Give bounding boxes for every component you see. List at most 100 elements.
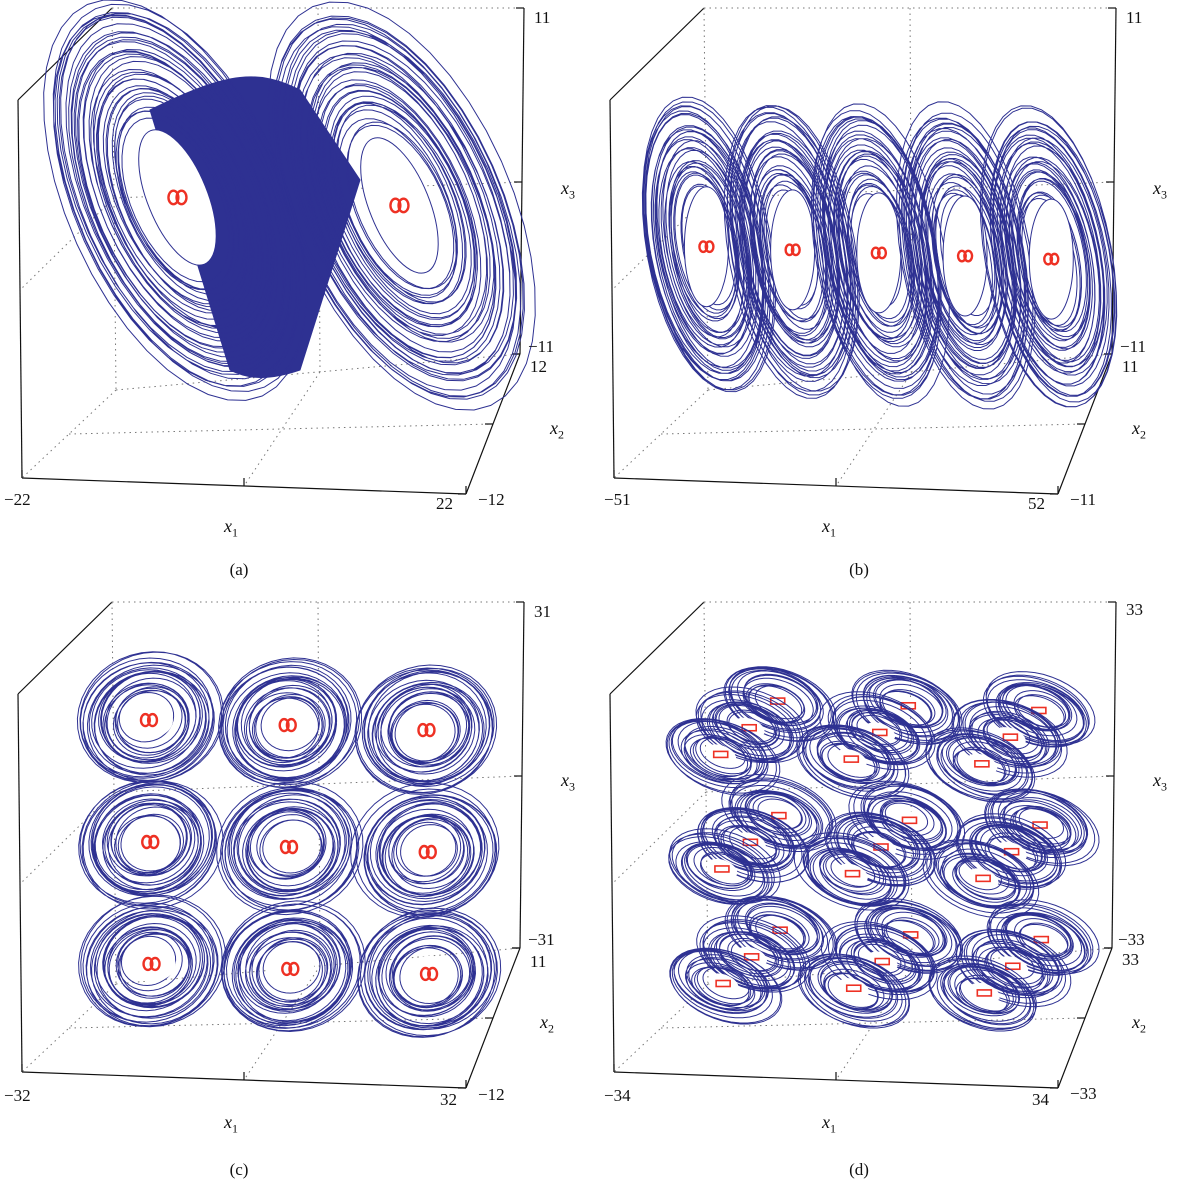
equilibrium-marker [698,240,709,254]
axis-edge [609,693,615,1073]
x1-tick-max: 52 [1028,494,1045,513]
axis-edge [609,99,615,479]
attractor [43,0,536,411]
panel-caption: (c) [229,1160,249,1179]
equilibrium-marker [963,249,974,263]
attractor-scroll [669,947,783,1025]
attractor-scroll [984,788,1100,867]
grid-line [113,775,523,793]
x2-axis-label: x2 [1132,418,1146,442]
x1-tick-min: −34 [604,1086,631,1105]
attractor-hole [707,973,739,994]
equilibrium-marker [146,712,159,728]
attractor-scroll [78,779,224,910]
axis-edge [17,99,23,479]
x3-axis-label: x3 [561,178,575,202]
x2-tick-min: −33 [1070,1084,1097,1103]
attractor-scroll [723,105,860,399]
equilibrium-marker [956,249,967,263]
attractor-scroll [216,781,364,916]
x3-tick-min: −11 [528,337,554,356]
attractor-hole [835,749,867,770]
panel-caption: (a) [229,560,249,579]
panel-caption: (d) [849,1160,869,1179]
grid-line [317,601,321,967]
x1-tick-min: −32 [4,1086,31,1105]
attractor-scroll [810,103,950,407]
x1-axis-label: x1 [822,516,836,540]
equilibrium-marker [288,961,300,977]
equilibrium-marker [975,874,991,883]
equilibrium-marker [844,869,861,878]
equilibrium-marker [175,189,188,206]
equilibrium-marker [419,966,432,982]
equilibrium-marker [976,989,993,997]
x3-axis-label: x3 [561,770,575,794]
x3-axis-line [1111,601,1117,949]
equilibrium-marker [1002,733,1019,741]
grid-line [68,423,494,435]
attractor-scroll [220,900,366,1033]
plot-c [17,601,525,1089]
equilibrium-marker [845,984,862,993]
x3-tick-min: −33 [1118,930,1145,949]
grid-line [243,965,321,1081]
axis-edge [17,7,113,101]
equilibrium-marker [141,834,153,850]
x3-tick-max: 11 [1126,8,1143,27]
attractor-scroll [696,915,811,993]
equilibrium-marker [874,957,891,966]
attractor-scroll [43,0,308,401]
panel-caption: (b) [849,560,869,579]
equilibrium-marker [704,240,715,254]
attractor-hole [706,858,738,880]
attractor-hole [966,753,998,774]
attractor-scroll [925,727,1036,803]
x1-axis-label: x1 [224,516,238,540]
attractor-hole [838,978,870,999]
x2-tick-min: −12 [478,490,505,509]
attractor [665,666,1100,1032]
attractor-hole [894,810,925,831]
attractor-scroll [724,895,838,971]
x2-tick-min: −11 [1070,490,1096,509]
equilibrium-marker [427,966,439,982]
equilibrium-marker [714,865,730,873]
x3-tick-max: 11 [534,8,551,27]
equilibrium-marker [389,197,402,214]
attractor-scroll [76,651,224,784]
attractor-hole [837,863,868,884]
x3-tick-min: −11 [1120,337,1146,356]
attractor-scroll [697,807,810,883]
attractor-scroll [641,96,777,393]
x2-tick-min: −12 [478,1085,505,1104]
attractor-hole [895,924,927,945]
equilibrium-marker [876,246,888,260]
equilibrium-marker [784,243,795,257]
x2-tick-max: 12 [530,357,547,376]
axis-edge [17,601,113,695]
equilibrium-marker [148,834,160,850]
plot-a [17,0,536,495]
attractor-scroll [357,907,502,1038]
x1-axis-label: x1 [224,1112,238,1136]
x2-tick-max: 11 [530,952,547,971]
x3-tick-max: 33 [1126,600,1143,619]
equilibrium-marker [167,189,180,206]
equilibrium-marker [285,717,297,733]
equilibrium-marker [1049,252,1060,266]
plot-b [609,7,1118,495]
x1-tick-max: 32 [440,1090,457,1109]
attractor-scroll [354,664,498,795]
attractor-hole [967,868,999,889]
attractor-scroll [928,955,1037,1032]
grid-line [243,371,321,487]
attractor-scroll [350,782,500,919]
axes-frame [17,601,525,1089]
panel-b: 11 −11 11 −11 −51 52 x3 x2 x1 (b) [592,0,1183,593]
axis-edge [609,7,705,101]
attractor-scroll [979,105,1118,408]
attractor [76,651,502,1038]
equilibrium-marker [397,197,410,214]
attractor-hole [764,920,796,941]
